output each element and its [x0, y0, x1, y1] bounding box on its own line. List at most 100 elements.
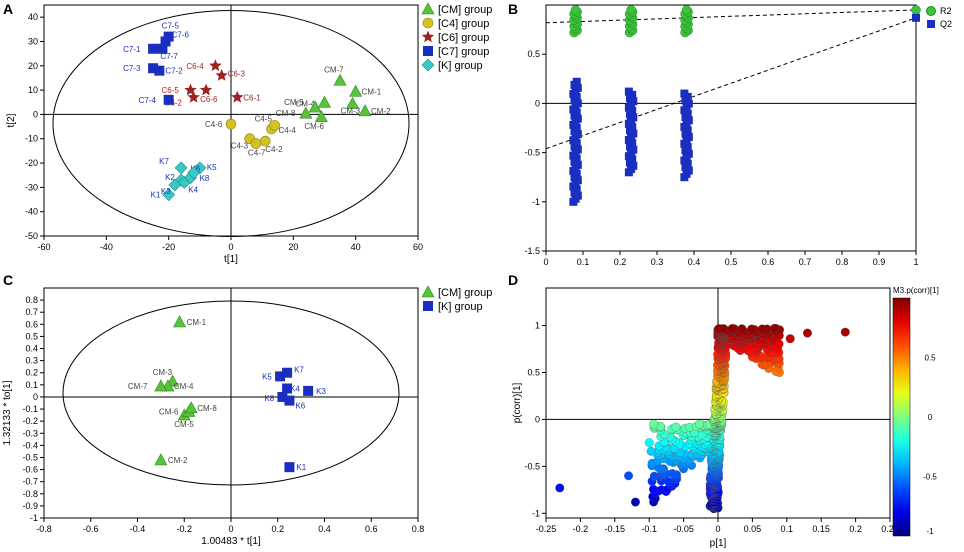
pd-point	[719, 324, 729, 334]
pa-ytick-label: -30	[25, 182, 38, 192]
panel-label-d: D	[508, 272, 518, 288]
pd-xtick-label: 0.1	[781, 524, 794, 534]
pd-point	[727, 324, 737, 333]
pb-q2-point	[680, 89, 689, 98]
pd-point	[840, 327, 850, 337]
pa-legend-marker	[421, 58, 435, 72]
pa-point-c4-5	[269, 120, 280, 131]
pa-ytick-label: 40	[28, 12, 38, 22]
pd-xtick-label: 0.25	[881, 524, 899, 534]
panel-b-plot: 0 0.1 0.2 0.3 0.4 0.5 0.6 0.7 0.8 0.9 1 -1.5 -1 -0.5 0…	[524, 4, 952, 267]
pb-legend-label: R2	[940, 6, 952, 16]
pa-point-label: CM-5	[284, 98, 304, 107]
pa-point-label: CM-4	[296, 99, 316, 108]
pc-point-label: CM-6	[159, 407, 179, 416]
pb-xtick-label: 0.4	[688, 257, 701, 267]
pc-xtick-label: 0.4	[318, 524, 331, 534]
pa-legend-label: [CM] group	[438, 4, 492, 16]
pa-point-cm-8	[299, 106, 313, 119]
pc-point-label: CM-1	[187, 318, 207, 327]
pb-ytick-label: -1	[532, 197, 540, 207]
pc-point-label: CM-8	[197, 404, 217, 413]
pd-ytick-label: 0.5	[527, 367, 540, 377]
pc-point-k6	[284, 395, 295, 406]
pc-ytick-label: -0.2	[22, 416, 38, 426]
pd-xtick-label: 0	[715, 524, 720, 534]
pb-xtick-label: 0.8	[836, 257, 849, 267]
pa-point-label: K4	[188, 186, 198, 195]
pa-point-c4-7	[250, 138, 262, 149]
pc-xtick-label: 0.2	[271, 524, 284, 534]
pc-point-label: K5	[262, 372, 272, 381]
pc-ytick-label: 0.3	[25, 356, 38, 366]
pa-xtick-label: -20	[162, 242, 175, 252]
pb-xtick-label: 0.9	[873, 257, 886, 267]
pb-r2-final-point	[911, 5, 921, 15]
pa-point-label: C6-1	[243, 93, 261, 102]
pb-q2-final-point	[912, 13, 920, 22]
pd-ytick-label: -1	[532, 508, 540, 518]
pa-point-label: C7-2	[165, 67, 183, 76]
pd-point	[675, 448, 685, 457]
pa-point-c7-1	[148, 43, 159, 54]
pa-point-cm-2	[358, 104, 372, 117]
pb-xtick-label: 0.5	[725, 257, 738, 267]
pc-ytick-label: -0.9	[22, 501, 38, 511]
pa-point-c4-6	[225, 118, 237, 130]
pa-point-c7-6	[160, 36, 171, 47]
pd-point	[648, 484, 658, 494]
pa-point-k1	[162, 188, 176, 202]
pa-point-cm-5	[308, 100, 322, 113]
pc-xtick-label: -0.6	[83, 524, 99, 534]
pa-point-c6-2	[187, 90, 200, 103]
pd-ylabel: p(corr)[1]	[512, 382, 523, 423]
pa-legend-marker	[421, 30, 435, 43]
pd-colorbar-tick: -1	[926, 527, 934, 536]
pd-point	[802, 328, 812, 338]
pd-point	[769, 323, 779, 333]
pa-point-c7-3	[148, 63, 159, 74]
pd-point	[757, 324, 767, 334]
pd-point	[737, 324, 747, 334]
pc-ytick-label: 0.1	[25, 380, 38, 390]
pc-point-label: K4	[290, 384, 300, 393]
pc-legend-marker	[423, 301, 433, 311]
pa-point-k7	[174, 161, 188, 175]
pc-point-cm-8	[184, 401, 198, 414]
pd-xtick-label: -0.1	[641, 524, 657, 534]
pd-colorbar-title: M3.p(corr)[1]	[893, 286, 939, 295]
pc-point-label: K7	[294, 366, 304, 375]
pc-ytick-label: -0.7	[22, 477, 38, 487]
pa-ytick-label: 20	[28, 61, 38, 71]
pa-point-label: C4-3	[231, 142, 249, 151]
pd-colorbar-tick: 0	[928, 413, 933, 422]
pd-colorbar	[892, 297, 911, 537]
pb-ytick-label: 0	[535, 98, 540, 108]
pb-xtick-label: 0.7	[799, 257, 812, 267]
pc-xtick-label: 0.6	[365, 524, 378, 534]
pa-point-c6-5	[184, 83, 197, 96]
pd-xtick-label: -0.15	[605, 524, 626, 534]
pd-ytick-label: 0	[535, 414, 540, 424]
pc-point-label: K1	[296, 463, 306, 472]
pa-point-label: K3	[161, 187, 171, 196]
pc-ytick-label: -0.5	[22, 452, 38, 462]
pa-point-label: C7-6	[172, 30, 190, 39]
pc-ylabel: 1.32133 * to[1]	[2, 380, 13, 445]
pa-point-cm-4	[317, 95, 332, 108]
pc-point-label: CM-5	[174, 420, 194, 429]
pa-hotelling-ellipse	[52, 10, 410, 237]
pb-r2-trend	[545, 9, 917, 24]
pd-point	[695, 419, 704, 429]
pb-xtick-label: 1	[913, 257, 918, 267]
pb-ytick-label: 0.5	[527, 49, 540, 59]
pa-point-label: K5	[207, 163, 217, 172]
pc-point-label: CM-2	[168, 456, 188, 465]
pa-legend-label: [C7] group	[438, 46, 489, 58]
pc-point-label: CM-4	[174, 382, 194, 391]
pc-point-label: CM-7	[128, 382, 148, 391]
panel-d-plot: -0.25 -0.2 -0.15 -0.1 -0.05 0 0.05 0.1 0.15 0.2 0.…	[512, 286, 939, 549]
pc-ytick-label: -0.4	[22, 440, 38, 450]
pc-ytick-label: -0.3	[22, 428, 38, 438]
